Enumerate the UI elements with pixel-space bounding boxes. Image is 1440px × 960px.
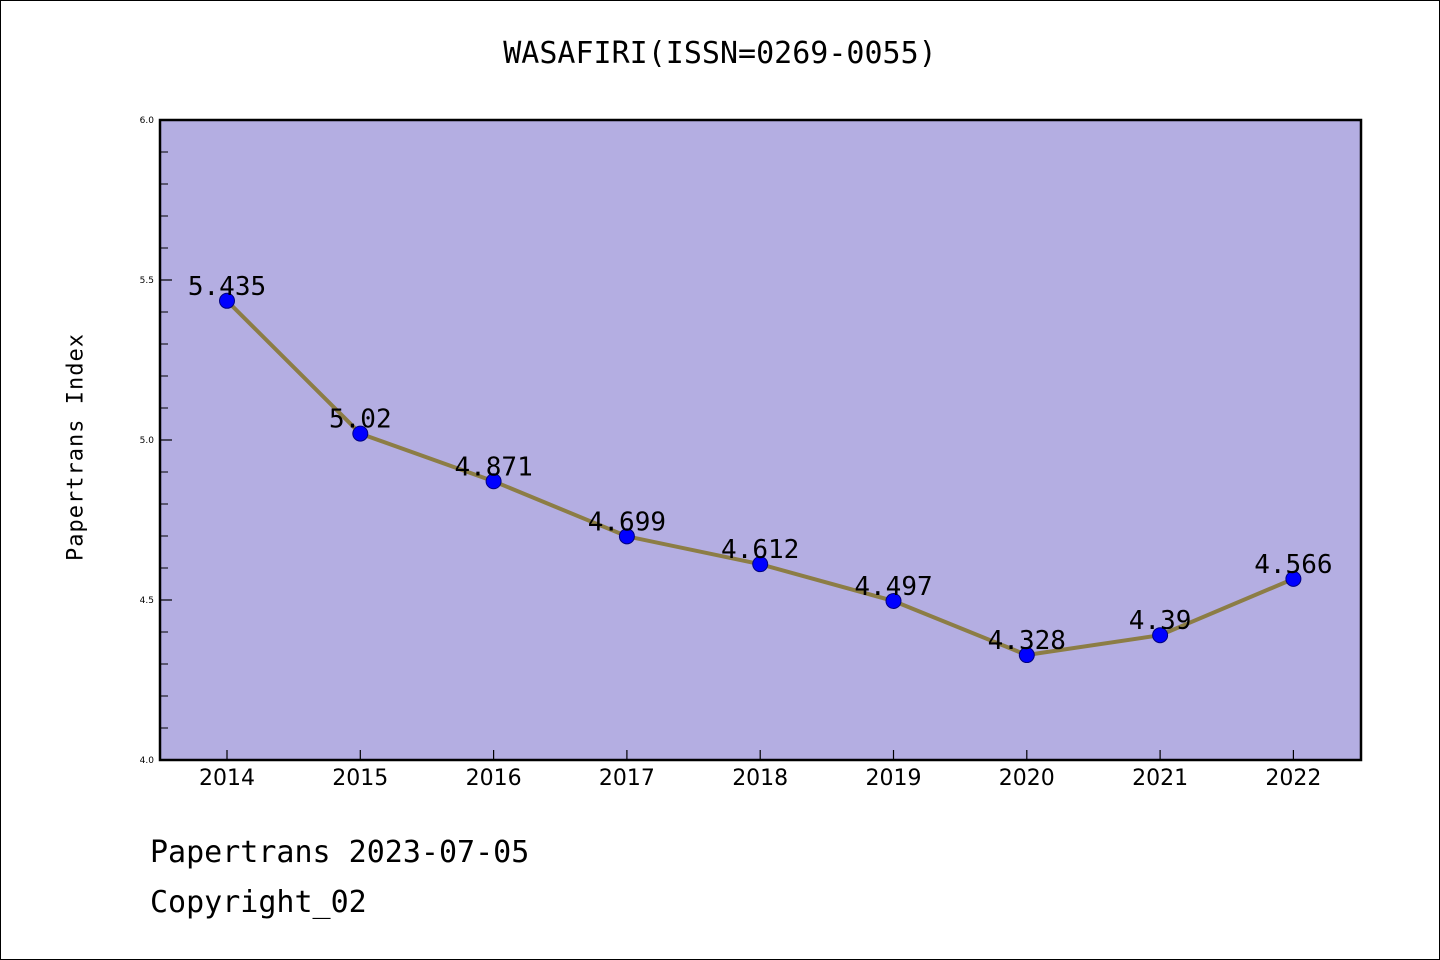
data-point bbox=[618, 528, 635, 545]
x-tick-label: 2021 bbox=[1132, 766, 1188, 791]
data-label: 4.39 bbox=[1129, 606, 1192, 636]
data-label: 4.871 bbox=[454, 452, 532, 482]
x-tick-label: 2015 bbox=[332, 766, 388, 791]
y-tick-label: 6.0 bbox=[140, 116, 155, 126]
y-tick-label: 5.5 bbox=[140, 276, 154, 286]
footer-copyright: Copyright_02 bbox=[150, 885, 367, 920]
chart-title: WASAFIRI(ISSN=0269-0055) bbox=[503, 36, 937, 71]
data-label: 4.566 bbox=[1254, 550, 1332, 580]
data-label: 4.328 bbox=[988, 626, 1066, 656]
x-tick-label: 2018 bbox=[732, 766, 788, 791]
x-tick-label: 2017 bbox=[599, 766, 655, 791]
data-label: 4.612 bbox=[721, 535, 799, 565]
data-point bbox=[885, 592, 902, 609]
data-point bbox=[352, 425, 369, 442]
y-tick-label: 5.0 bbox=[140, 436, 155, 446]
data-label: 4.699 bbox=[588, 507, 666, 537]
x-tick-label: 2019 bbox=[866, 766, 922, 791]
y-tick-label: 4.0 bbox=[140, 756, 155, 766]
x-tick-label: 2022 bbox=[1265, 766, 1321, 791]
data-label: 4.497 bbox=[854, 572, 932, 602]
data-label: 5.02 bbox=[329, 405, 392, 435]
x-tick-label: 2016 bbox=[466, 766, 522, 791]
series-layer: 5.435 5.02 4.871 4.699 4.612 4.497 4.328 4.39 4.… bbox=[188, 272, 1333, 664]
data-point bbox=[219, 292, 235, 309]
x-tick-label: 2020 bbox=[999, 766, 1055, 791]
data-point bbox=[1018, 647, 1035, 664]
data-label: 5.435 bbox=[188, 272, 266, 302]
x-tick-label: 2014 bbox=[199, 766, 255, 791]
data-point bbox=[1152, 627, 1169, 644]
x-axis-ticks: 2014 2015 2016 2017 2018 2019 2020 2021 2022 bbox=[199, 750, 1321, 791]
plot-border bbox=[158, 118, 1363, 762]
data-point bbox=[485, 473, 502, 490]
data-point bbox=[1285, 570, 1302, 587]
y-tick-label: 4.5 bbox=[140, 596, 154, 606]
plot-area bbox=[160, 120, 1361, 760]
footer-date: Papertrans 2023-07-05 bbox=[150, 835, 530, 870]
data-point bbox=[752, 556, 769, 573]
